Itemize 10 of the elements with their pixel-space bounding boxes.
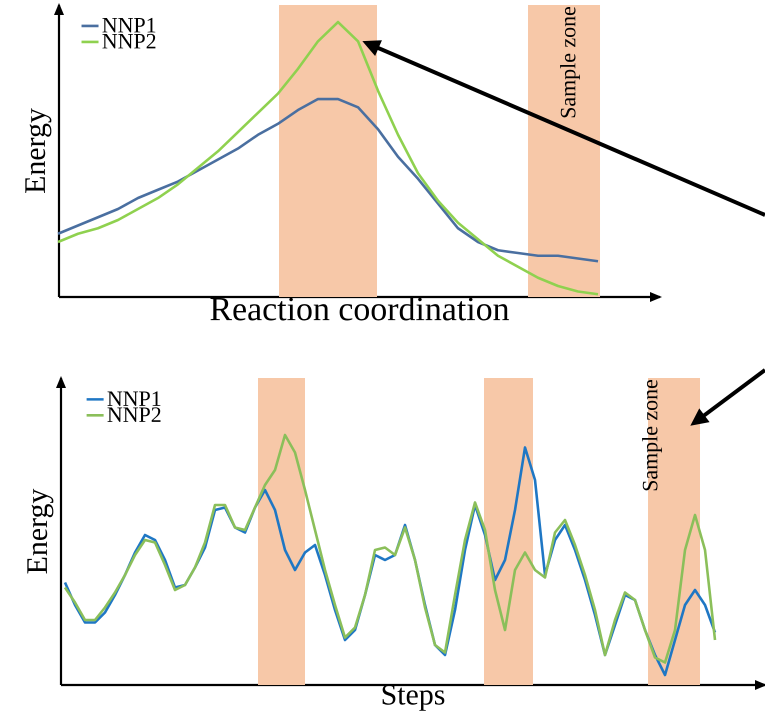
y-axis-title: Energy bbox=[27, 488, 54, 574]
annotation: Sample zone bbox=[560, 6, 580, 118]
x-axis-title: Reaction coordination bbox=[210, 296, 510, 320]
legend-label: NNP1 bbox=[108, 391, 160, 406]
legend-label: NNP1 bbox=[102, 18, 156, 32]
y-axis-title: Energy bbox=[25, 108, 52, 194]
annotation: Sample zone bbox=[642, 380, 662, 490]
x-axis-title: Steps bbox=[382, 684, 444, 711]
legend-label: NNP2 bbox=[108, 407, 160, 422]
legend-label: NNP2 bbox=[102, 34, 156, 48]
